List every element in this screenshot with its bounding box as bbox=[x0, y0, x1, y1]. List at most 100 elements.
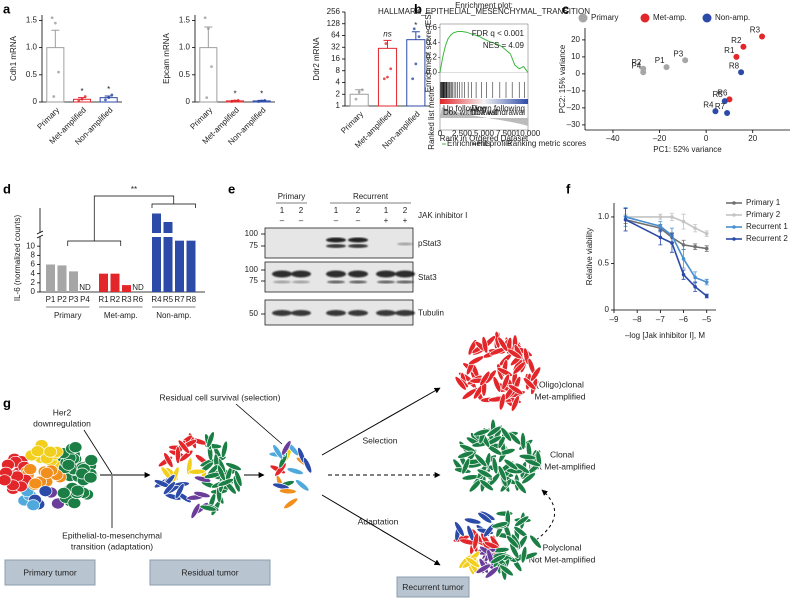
y-axis-label: Relative viability bbox=[585, 228, 594, 285]
x-tick-label: R4 bbox=[151, 295, 162, 304]
point-label: R7 bbox=[715, 102, 726, 111]
cell bbox=[163, 481, 176, 495]
cell bbox=[43, 445, 58, 458]
data-point bbox=[693, 244, 697, 249]
data-point bbox=[693, 284, 697, 289]
cell bbox=[274, 462, 287, 477]
y-tick-label: 0.4 bbox=[426, 38, 438, 47]
arrow-label: Selection bbox=[363, 435, 398, 445]
bar bbox=[163, 222, 173, 292]
x-tick-label: R8 bbox=[186, 295, 197, 304]
y-tick-label: 1 bbox=[336, 101, 341, 110]
y-tick-label: 256 bbox=[327, 7, 341, 16]
significance-label: * bbox=[414, 21, 417, 30]
y-tick-label: 1.5 bbox=[179, 16, 191, 25]
data-point bbox=[386, 75, 389, 79]
legend-marker bbox=[732, 213, 736, 217]
arrow bbox=[535, 489, 556, 541]
cell bbox=[477, 511, 493, 524]
outcome-label: Not Met-amplified bbox=[529, 461, 596, 471]
cell bbox=[512, 361, 526, 375]
data-point bbox=[104, 98, 107, 102]
y-tick-label: 10 bbox=[571, 52, 580, 61]
legend-marker bbox=[732, 225, 736, 229]
x-axis-label: –log [Jak inhibitor I], M bbox=[625, 331, 705, 340]
cell bbox=[520, 432, 527, 450]
treatment-label: – bbox=[334, 216, 339, 225]
x-tick-label: –20 bbox=[653, 134, 667, 143]
error-bar bbox=[411, 31, 420, 40]
legend-marker bbox=[702, 13, 712, 23]
legend-label: Ranking metric scores bbox=[507, 139, 586, 148]
y-tick-label: –20 bbox=[567, 103, 581, 112]
cell bbox=[486, 425, 502, 437]
data-point bbox=[738, 69, 745, 76]
data-point bbox=[658, 215, 663, 219]
legend-label: Primary 2 bbox=[746, 210, 781, 219]
data-point bbox=[206, 27, 210, 30]
blot-band bbox=[348, 237, 368, 243]
cell bbox=[484, 566, 499, 579]
annotation: Epithelial-to-mesenchymal bbox=[62, 530, 162, 540]
value-label: ND bbox=[79, 283, 91, 292]
cell bbox=[476, 468, 493, 479]
data-point bbox=[414, 62, 418, 66]
data-point bbox=[681, 272, 686, 277]
legend-label: Recurrent 1 bbox=[746, 222, 788, 231]
y-tick-label: –30 bbox=[567, 120, 581, 129]
marker-label: 100 bbox=[245, 229, 259, 238]
cell bbox=[521, 472, 536, 485]
cell bbox=[463, 517, 482, 525]
data-point bbox=[658, 224, 663, 229]
cell bbox=[518, 453, 537, 461]
bar bbox=[186, 240, 196, 292]
line bbox=[625, 219, 708, 297]
y-tick-label: 0.6 bbox=[426, 23, 438, 32]
y-tick-label: 16 bbox=[331, 54, 340, 63]
group-label: Primary bbox=[54, 311, 82, 320]
y-tick-label: –10 bbox=[567, 86, 581, 95]
data-point bbox=[712, 108, 719, 115]
cell bbox=[508, 384, 524, 396]
bar bbox=[46, 264, 55, 292]
axis-break bbox=[36, 234, 44, 239]
cell bbox=[295, 479, 310, 492]
blot-band bbox=[272, 270, 292, 278]
x-tick-label: R1 bbox=[98, 295, 109, 304]
connector bbox=[83, 429, 113, 475]
bar bbox=[199, 47, 218, 103]
data-point bbox=[682, 57, 689, 64]
cell bbox=[461, 457, 471, 475]
data-point bbox=[681, 257, 686, 261]
data-point bbox=[389, 67, 393, 71]
value-label: ND bbox=[132, 283, 144, 292]
blot-band bbox=[272, 310, 292, 316]
cell bbox=[67, 497, 82, 509]
y-tick-label: 64 bbox=[331, 31, 340, 40]
data-point bbox=[704, 280, 709, 284]
blot-band bbox=[349, 280, 367, 284]
data-point bbox=[640, 69, 647, 76]
blot-band bbox=[326, 237, 346, 243]
outcome-label: Met-amplified bbox=[534, 391, 585, 401]
panel-label: d bbox=[3, 181, 11, 196]
legend-marker bbox=[732, 201, 736, 205]
y-tick-label: 4 bbox=[336, 78, 341, 87]
blot-group: Recurrent bbox=[353, 192, 389, 201]
cell bbox=[491, 521, 509, 529]
x-tick-label: 0 bbox=[438, 129, 443, 138]
cell bbox=[497, 336, 509, 352]
outcome-label: Not Met-amplified bbox=[529, 554, 596, 564]
line bbox=[625, 216, 708, 283]
blot-band bbox=[327, 280, 345, 284]
diagram: Her2 downregulation Epithelial-to-mesenc… bbox=[0, 330, 596, 598]
significance-label: * bbox=[107, 85, 110, 94]
panel-label: f bbox=[566, 181, 571, 196]
legend-marker bbox=[640, 13, 650, 23]
panel-label: a bbox=[3, 1, 11, 16]
point-label: R5 bbox=[713, 90, 724, 99]
cell bbox=[220, 440, 228, 459]
cell bbox=[468, 355, 485, 366]
data-point bbox=[50, 16, 54, 20]
